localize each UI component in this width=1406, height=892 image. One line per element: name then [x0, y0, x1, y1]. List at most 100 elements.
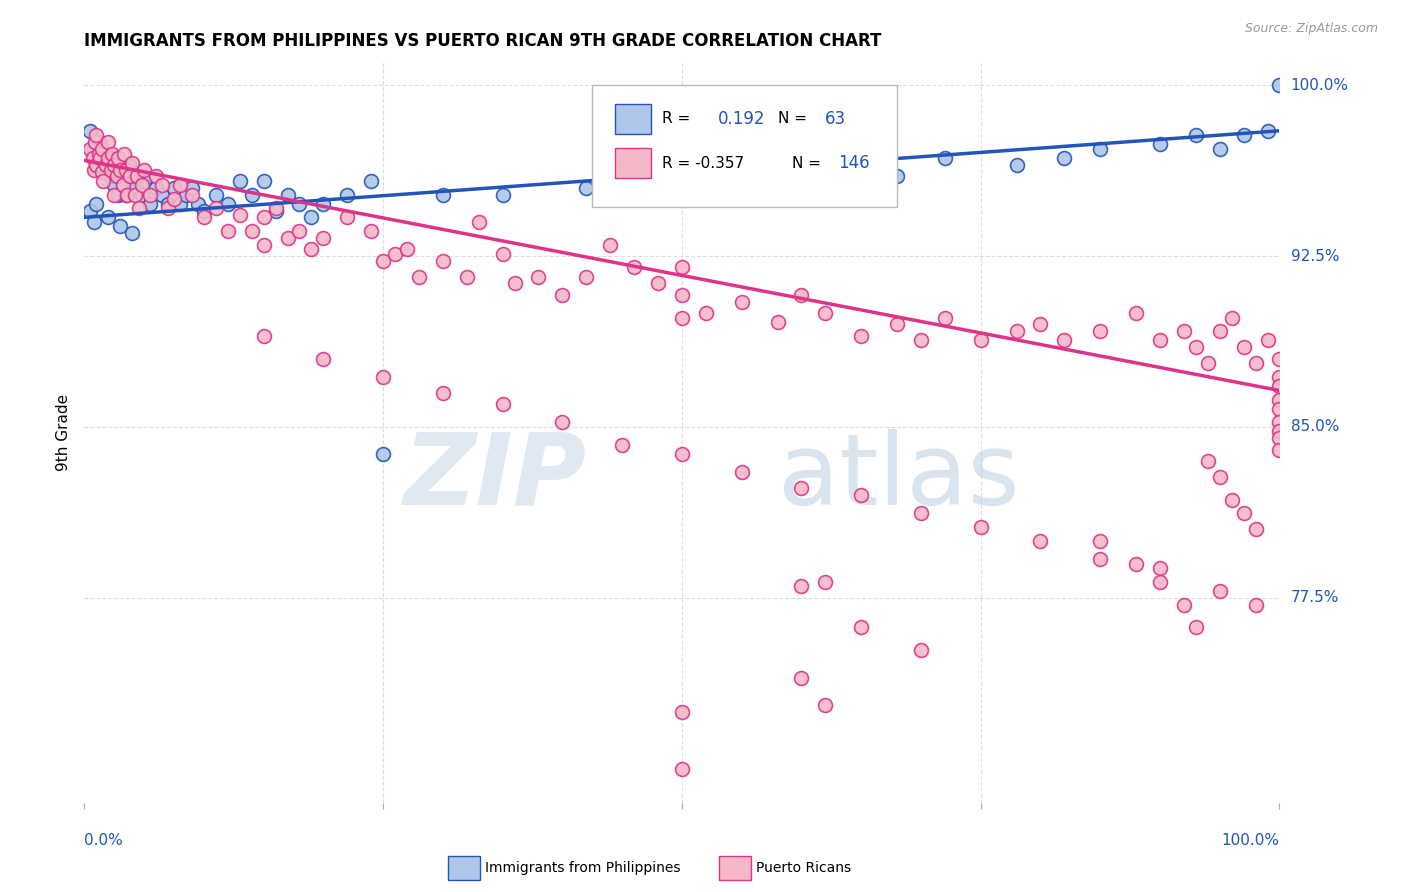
- Point: [671, 447, 693, 461]
- Point: [83, 162, 105, 177]
- Point: [229, 174, 252, 188]
- Point: [181, 180, 204, 194]
- Point: [373, 447, 395, 461]
- Point: [132, 174, 156, 188]
- Point: [671, 260, 693, 275]
- Text: 77.5%: 77.5%: [1291, 591, 1339, 606]
- Text: 63: 63: [825, 110, 846, 128]
- Point: [851, 488, 873, 502]
- Point: [790, 579, 813, 593]
- Point: [432, 253, 454, 268]
- FancyBboxPatch shape: [592, 85, 897, 207]
- Point: [671, 705, 693, 719]
- Point: [1149, 561, 1171, 575]
- Point: [264, 203, 287, 218]
- Point: [97, 151, 120, 165]
- Point: [193, 211, 215, 225]
- Point: [163, 180, 186, 194]
- Point: [396, 242, 419, 256]
- Point: [125, 169, 148, 184]
- Point: [100, 162, 122, 177]
- Point: [240, 224, 263, 238]
- Point: [886, 318, 908, 332]
- Point: [117, 187, 139, 202]
- Point: [731, 294, 754, 309]
- Point: [312, 196, 335, 211]
- Point: [117, 158, 139, 172]
- Point: [86, 196, 108, 211]
- Point: [145, 180, 167, 194]
- Point: [105, 169, 128, 184]
- Point: [970, 334, 993, 348]
- FancyBboxPatch shape: [614, 148, 651, 178]
- Point: [1185, 128, 1208, 143]
- FancyBboxPatch shape: [447, 856, 479, 880]
- Point: [671, 310, 693, 325]
- Point: [814, 698, 837, 712]
- Text: R =: R =: [662, 112, 690, 126]
- Point: [93, 174, 115, 188]
- Point: [89, 151, 111, 165]
- Point: [503, 277, 526, 291]
- Point: [851, 620, 873, 634]
- Text: 0.0%: 0.0%: [84, 833, 124, 848]
- Point: [253, 237, 276, 252]
- Point: [139, 196, 162, 211]
- Point: [910, 334, 932, 348]
- Point: [111, 176, 134, 190]
- Point: [86, 158, 108, 172]
- Point: [1090, 142, 1112, 156]
- Point: [790, 671, 813, 685]
- Point: [139, 187, 162, 202]
- Point: [253, 328, 276, 343]
- Point: [91, 142, 114, 156]
- Point: [110, 169, 132, 184]
- Text: N =: N =: [792, 155, 821, 170]
- Point: [1257, 124, 1279, 138]
- Point: [169, 178, 191, 193]
- Point: [79, 142, 101, 156]
- Point: [814, 151, 837, 165]
- Point: [1233, 128, 1256, 143]
- Point: [79, 124, 101, 138]
- Point: [1220, 492, 1243, 507]
- Point: [1209, 583, 1232, 598]
- Point: [1209, 142, 1232, 156]
- Point: [157, 196, 180, 211]
- Point: [115, 187, 138, 202]
- Point: [277, 231, 299, 245]
- Point: [373, 253, 395, 268]
- Text: ZIP: ZIP: [404, 428, 586, 525]
- Text: Puerto Ricans: Puerto Ricans: [756, 861, 851, 875]
- Text: 0.192: 0.192: [718, 110, 765, 128]
- Point: [1090, 552, 1112, 566]
- Point: [1233, 340, 1256, 354]
- Point: [87, 146, 110, 161]
- Point: [527, 269, 550, 284]
- Point: [1268, 379, 1291, 393]
- Point: [575, 269, 598, 284]
- Point: [360, 224, 382, 238]
- Point: [301, 242, 323, 256]
- Point: [150, 187, 173, 202]
- Point: [647, 277, 669, 291]
- Point: [1197, 454, 1219, 468]
- Text: 146: 146: [838, 154, 870, 172]
- Point: [111, 178, 134, 193]
- Point: [551, 416, 574, 430]
- Point: [384, 247, 406, 261]
- Point: [110, 162, 132, 177]
- Point: [814, 574, 837, 589]
- Point: [127, 169, 149, 184]
- Point: [288, 224, 311, 238]
- Point: [193, 203, 215, 218]
- Point: [100, 169, 122, 184]
- Point: [1029, 318, 1052, 332]
- Point: [131, 178, 153, 193]
- Point: [84, 135, 107, 149]
- Point: [814, 306, 837, 320]
- Point: [1149, 574, 1171, 589]
- Point: [115, 162, 138, 177]
- Text: 92.5%: 92.5%: [1291, 249, 1339, 263]
- Point: [1268, 425, 1291, 439]
